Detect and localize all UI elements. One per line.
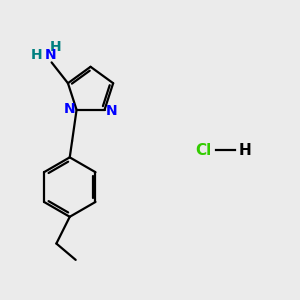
Text: Cl: Cl: [195, 142, 212, 158]
Text: H: H: [50, 40, 61, 54]
Text: H: H: [238, 142, 251, 158]
Text: H: H: [31, 48, 43, 62]
Text: N: N: [44, 48, 56, 62]
Text: N: N: [105, 104, 117, 118]
Text: N: N: [64, 102, 76, 116]
